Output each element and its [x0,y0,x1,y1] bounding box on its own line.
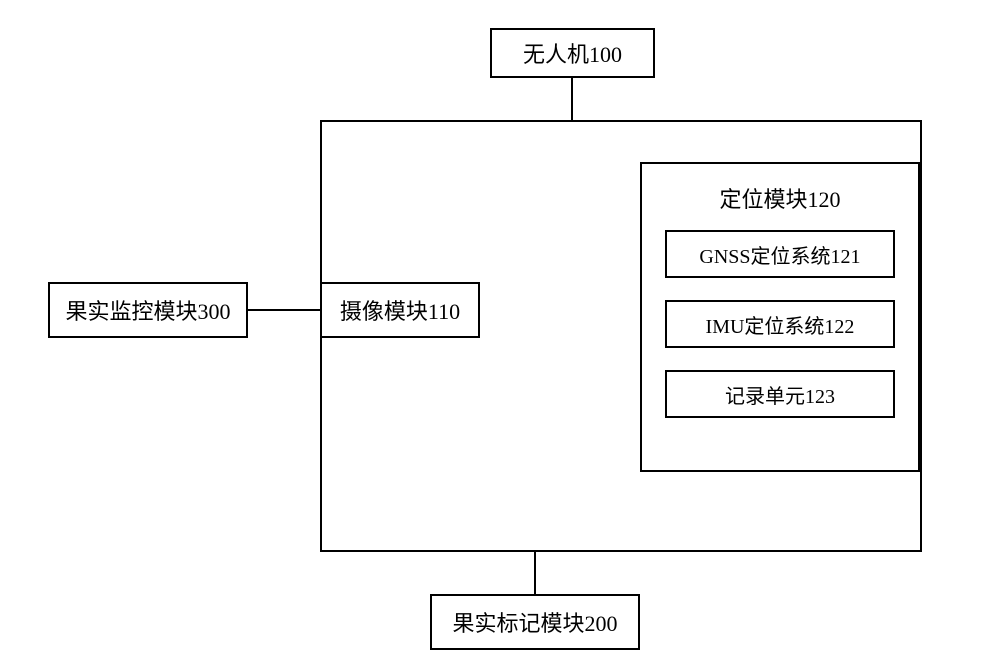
marking-label: 果实标记模块200 [452,606,617,638]
imu-box: IMU定位系统122 [665,300,895,348]
edge-marking-down [534,550,536,594]
drone-label: 无人机100 [523,37,622,69]
camera-box: 摄像模块110 [320,282,480,338]
imu-label: IMU定位系统122 [706,310,855,339]
positioning-title: 定位模块120 [664,182,896,214]
gnss-label: GNSS定位系统121 [699,240,860,269]
camera-label: 摄像模块110 [340,294,460,326]
monitoring-box: 果实监控模块300 [48,282,248,338]
gnss-box: GNSS定位系统121 [665,230,895,278]
drone-box: 无人机100 [490,28,655,78]
monitoring-label: 果实监控模块300 [65,294,230,326]
connector-right-vertical [920,120,922,550]
edge-drone-down [571,78,573,120]
edge-monitoring-camera [248,309,320,311]
recorder-box: 记录单元123 [665,370,895,418]
recorder-label: 记录单元123 [725,380,835,409]
connector-bottom-horizontal [320,550,922,552]
marking-box: 果实标记模块200 [430,594,640,650]
positioning-label: 定位模块120 [719,187,840,212]
positioning-container: 定位模块120 GNSS定位系统121 IMU定位系统122 记录单元123 [640,162,920,472]
connector-top-horizontal [320,120,922,122]
